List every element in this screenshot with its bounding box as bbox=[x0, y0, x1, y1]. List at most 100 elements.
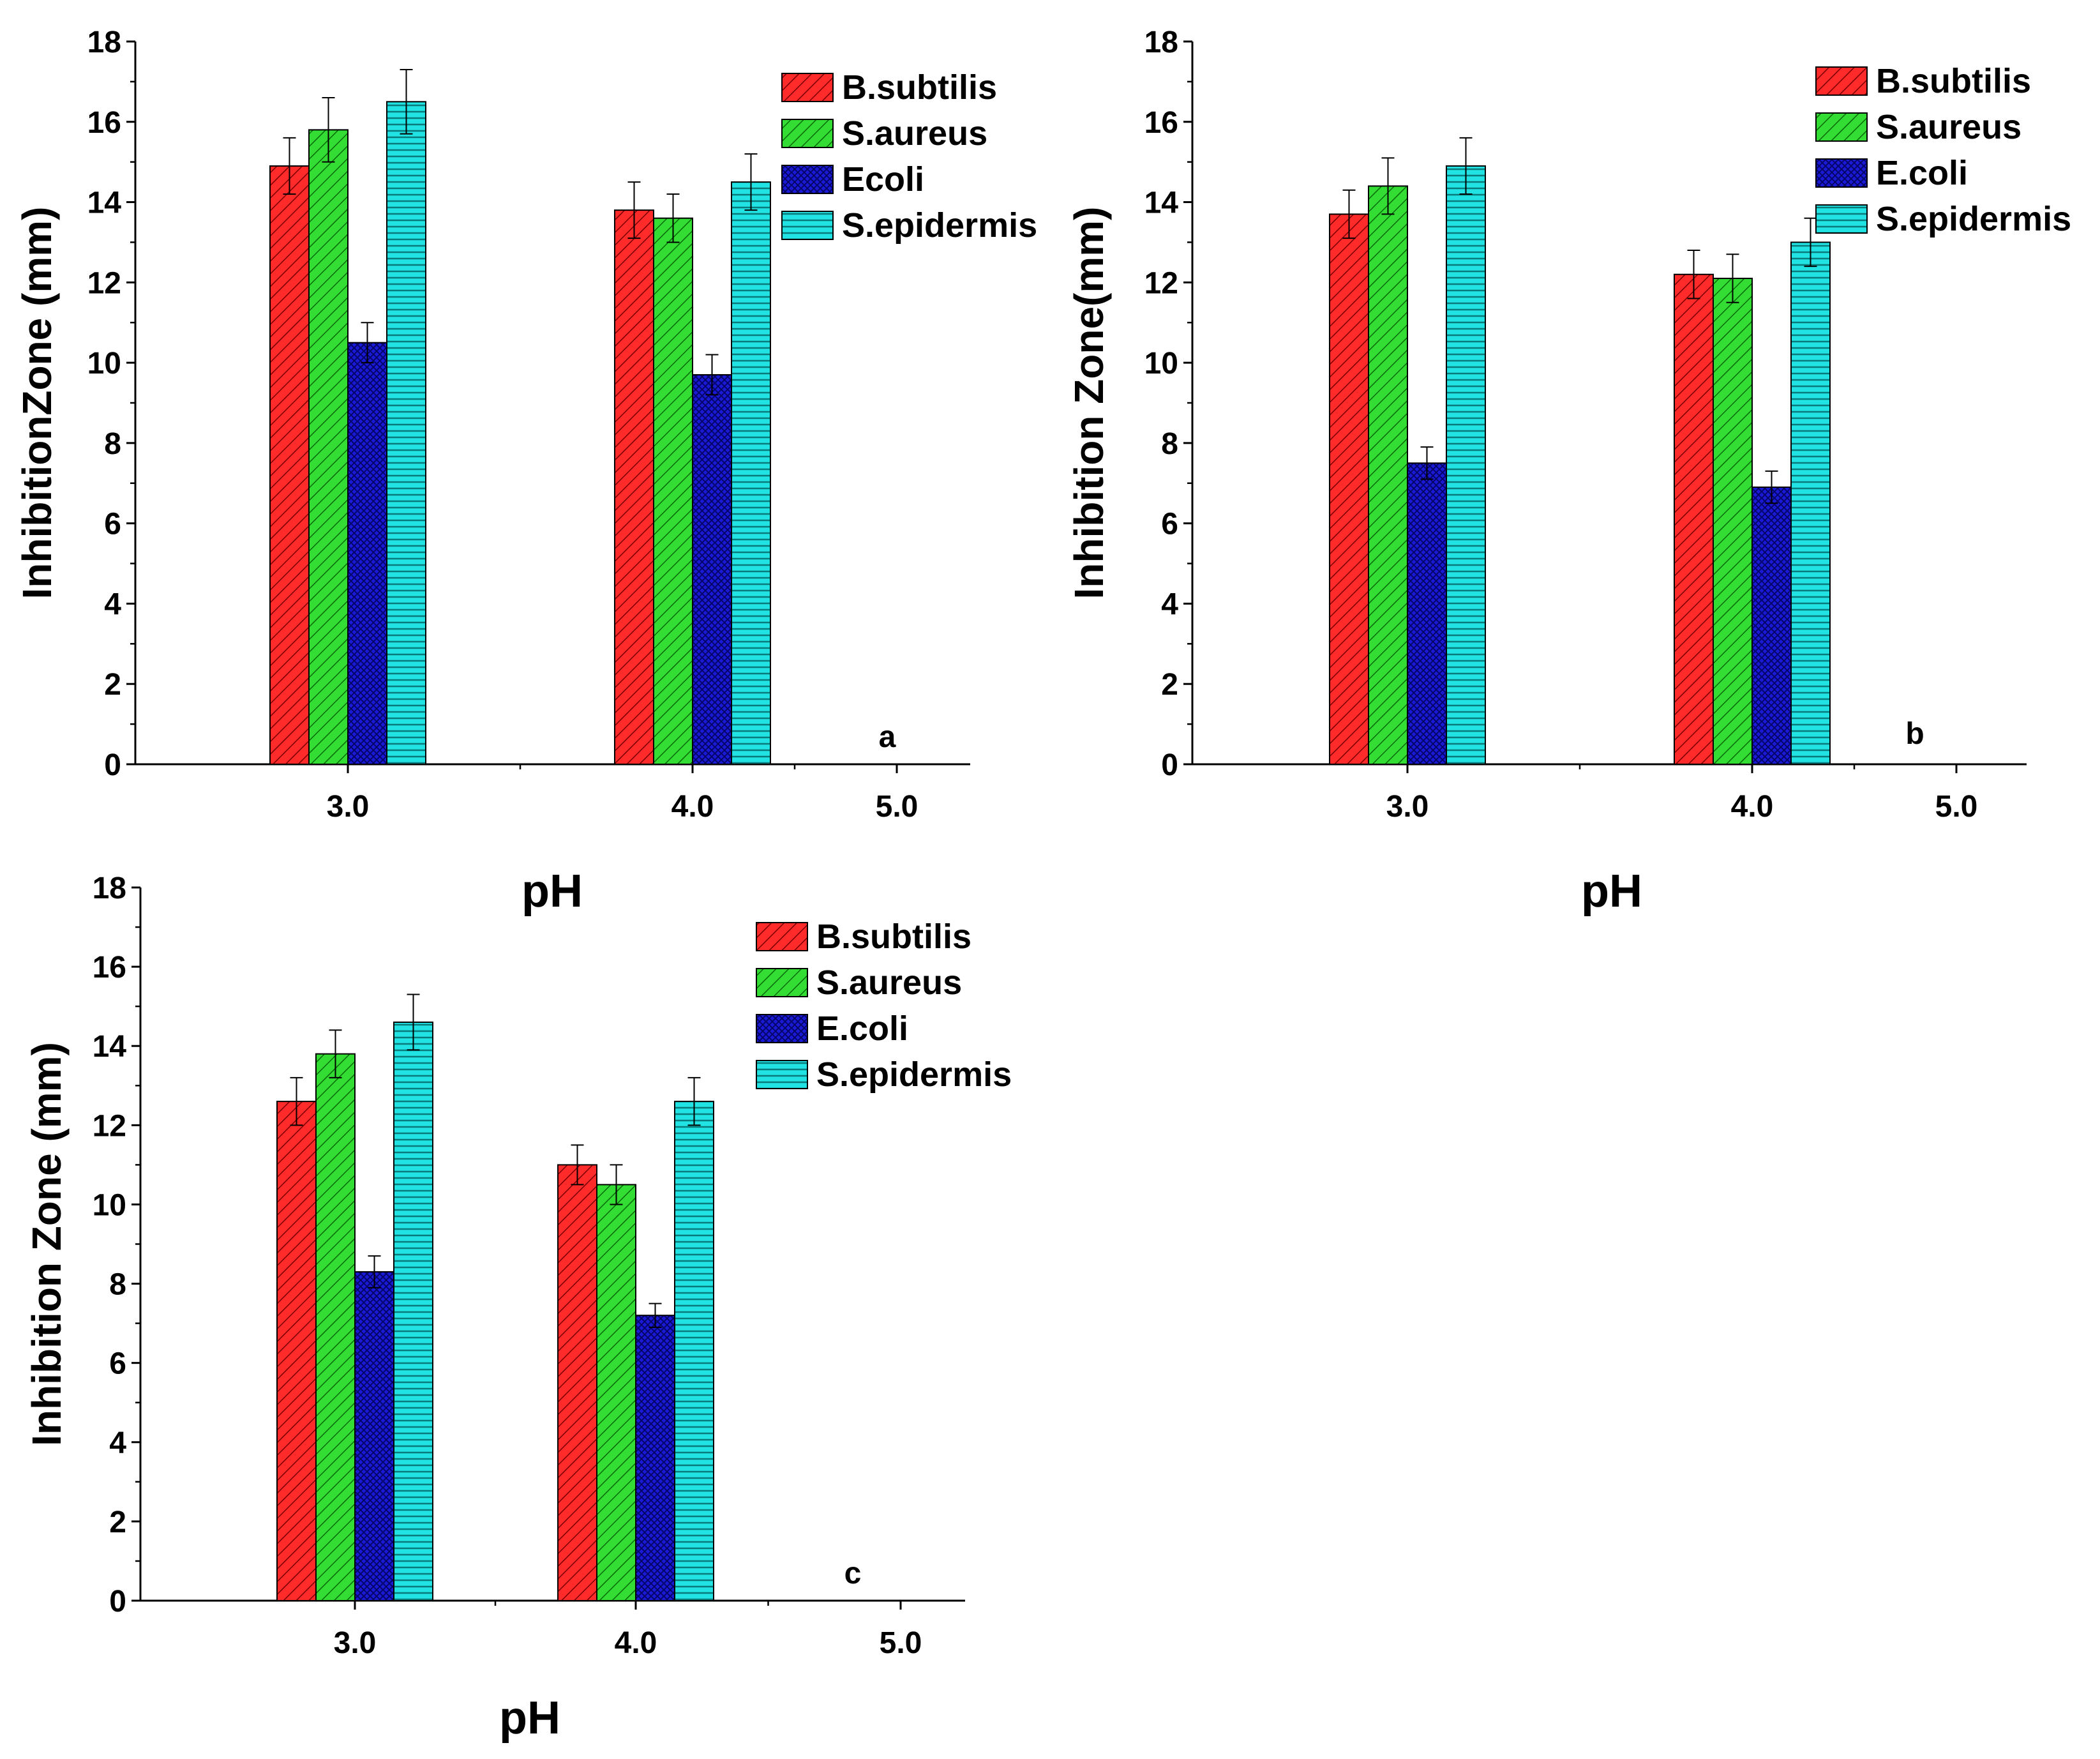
y-tick-label: 8 bbox=[1161, 427, 1178, 461]
y-tick-label: 10 bbox=[1144, 347, 1178, 381]
bar-s-epidermis-4.0 bbox=[674, 1101, 714, 1601]
legend-swatch bbox=[781, 73, 834, 102]
y-tick-label: 4 bbox=[109, 1426, 126, 1460]
legend-swatch bbox=[1815, 112, 1868, 142]
chart-panel-b: 0 2 4 6 8 10 12 14 16 18 3.0 4.0 5.0 B.subtilis S.aure… bbox=[1066, 26, 2071, 917]
y-tick-label: 2 bbox=[104, 668, 121, 702]
legend-label: S.aureus bbox=[842, 114, 987, 153]
bar-s-aureus-4.0 bbox=[1713, 278, 1753, 765]
bar-s-aureus-4.0 bbox=[596, 1184, 636, 1601]
legend-swatch bbox=[781, 165, 834, 194]
y-tick-label: 18 bbox=[87, 26, 121, 59]
y-tick-label: 16 bbox=[87, 106, 121, 140]
bar-b-subtilis-3.0 bbox=[1329, 213, 1369, 765]
legend-swatch bbox=[756, 1014, 808, 1043]
y-tick-label: 4 bbox=[104, 587, 121, 621]
legend-label: S.epidermis bbox=[1876, 200, 2071, 238]
legend-swatch bbox=[756, 968, 808, 997]
x-tick-label: 5.0 bbox=[1935, 790, 1978, 824]
x-tick-label: 3.0 bbox=[334, 1626, 377, 1660]
y-axis-title: InhibitionZone (mm) bbox=[14, 207, 60, 600]
y-tick-label: 14 bbox=[93, 1030, 127, 1064]
y-tick-label: 16 bbox=[1144, 106, 1178, 140]
y-tick-label: 0 bbox=[1161, 748, 1178, 782]
y-tick-label: 12 bbox=[93, 1109, 126, 1143]
y-tick-label: 14 bbox=[87, 186, 122, 220]
bar-b-subtilis-4.0 bbox=[1674, 273, 1714, 765]
x-axis-title: pH bbox=[499, 1693, 560, 1744]
x-tick-label: 4.0 bbox=[615, 1626, 657, 1660]
x-axis-title: pH bbox=[1581, 866, 1642, 917]
legend-swatch bbox=[1815, 158, 1868, 188]
legend-label: S.aureus bbox=[1876, 108, 2021, 146]
x-axis-title: pH bbox=[521, 866, 583, 917]
legend-swatch bbox=[756, 1060, 808, 1089]
y-tick-label: 0 bbox=[104, 748, 121, 782]
chart-panel-c: 0 2 4 6 8 10 12 14 16 18 3.0 4.0 5.0 B.subtilis S.aure… bbox=[24, 872, 1012, 1744]
bar-b-subtilis-3.0 bbox=[269, 165, 310, 765]
bar-e-coli-4.0 bbox=[692, 374, 732, 765]
y-tick-label: 6 bbox=[1161, 508, 1178, 541]
x-tick-label: 3.0 bbox=[1386, 790, 1429, 824]
bar-s-epidermis-4.0 bbox=[1790, 241, 1831, 765]
y-tick-label: 6 bbox=[109, 1347, 126, 1381]
y-tick-label: 18 bbox=[1144, 26, 1178, 59]
bar-e-coli-3.0 bbox=[347, 342, 387, 765]
y-tick-label: 18 bbox=[93, 872, 126, 905]
bar-s-epidermis-4.0 bbox=[731, 181, 771, 766]
bar-e-coli-4.0 bbox=[1751, 487, 1792, 765]
x-tick-label: 3.0 bbox=[327, 790, 370, 824]
y-tick-label: 10 bbox=[93, 1188, 126, 1222]
bar-s-epidermis-3.0 bbox=[393, 1021, 433, 1601]
bar-s-aureus-3.0 bbox=[308, 129, 349, 766]
legend-label: E.coli bbox=[816, 1009, 908, 1048]
chart-panel-a: 0 2 4 6 8 10 12 14 16 18 3.0 4.0 5.0 B.subtilis S.aure… bbox=[14, 26, 1037, 917]
bar-e-coli-3.0 bbox=[1407, 462, 1447, 765]
legend-swatch bbox=[781, 119, 834, 148]
panel-label: a bbox=[879, 720, 896, 754]
y-axis-title: Inhibition Zone(mm) bbox=[1066, 207, 1112, 600]
legend-swatch bbox=[756, 922, 808, 951]
y-tick-label: 6 bbox=[104, 508, 121, 541]
legend-label: S.epidermis bbox=[816, 1055, 1012, 1094]
y-tick-label: 4 bbox=[1161, 587, 1178, 621]
y-tick-label: 2 bbox=[1161, 668, 1178, 702]
y-tick-label: 8 bbox=[104, 427, 121, 461]
x-tick-label: 4.0 bbox=[1731, 790, 1774, 824]
legend-label: Ecoli bbox=[842, 160, 924, 199]
bar-s-aureus-3.0 bbox=[315, 1053, 356, 1601]
bar-s-epidermis-3.0 bbox=[386, 101, 426, 765]
panel-label: c bbox=[844, 1557, 862, 1590]
legend-label: B.subtilis bbox=[816, 917, 971, 956]
bar-s-epidermis-3.0 bbox=[1446, 165, 1486, 765]
legend-label: S.aureus bbox=[816, 963, 962, 1002]
bar-b-subtilis-4.0 bbox=[614, 209, 654, 765]
legend-label: E.coli bbox=[1876, 154, 1968, 192]
y-axis-title: Inhibition Zone (mm) bbox=[24, 1042, 70, 1446]
legend-label: B.subtilis bbox=[842, 68, 997, 107]
legend-swatch bbox=[1815, 204, 1868, 234]
legend-label: B.subtilis bbox=[1876, 62, 2031, 100]
legend-swatch bbox=[1815, 66, 1868, 96]
legend-label: S.epidermis bbox=[842, 206, 1037, 245]
bar-e-coli-3.0 bbox=[354, 1271, 394, 1601]
bar-b-subtilis-3.0 bbox=[276, 1101, 317, 1601]
bar-s-aureus-4.0 bbox=[653, 217, 693, 765]
x-tick-label: 4.0 bbox=[671, 790, 714, 824]
y-tick-label: 10 bbox=[87, 347, 121, 381]
y-tick-label: 14 bbox=[1144, 186, 1179, 220]
y-tick-label: 0 bbox=[109, 1585, 126, 1619]
legend-swatch bbox=[781, 211, 834, 240]
x-tick-label: 5.0 bbox=[876, 790, 919, 824]
y-tick-label: 12 bbox=[1144, 266, 1178, 300]
y-tick-label: 16 bbox=[93, 951, 126, 985]
panel-label: b bbox=[1905, 717, 1924, 751]
bar-b-subtilis-4.0 bbox=[557, 1164, 597, 1601]
y-tick-label: 8 bbox=[109, 1268, 126, 1302]
y-tick-label: 12 bbox=[87, 266, 121, 300]
bar-s-aureus-3.0 bbox=[1368, 185, 1408, 765]
x-tick-label: 5.0 bbox=[880, 1626, 922, 1660]
y-tick-label: 2 bbox=[109, 1506, 126, 1539]
bar-e-coli-4.0 bbox=[635, 1315, 675, 1601]
